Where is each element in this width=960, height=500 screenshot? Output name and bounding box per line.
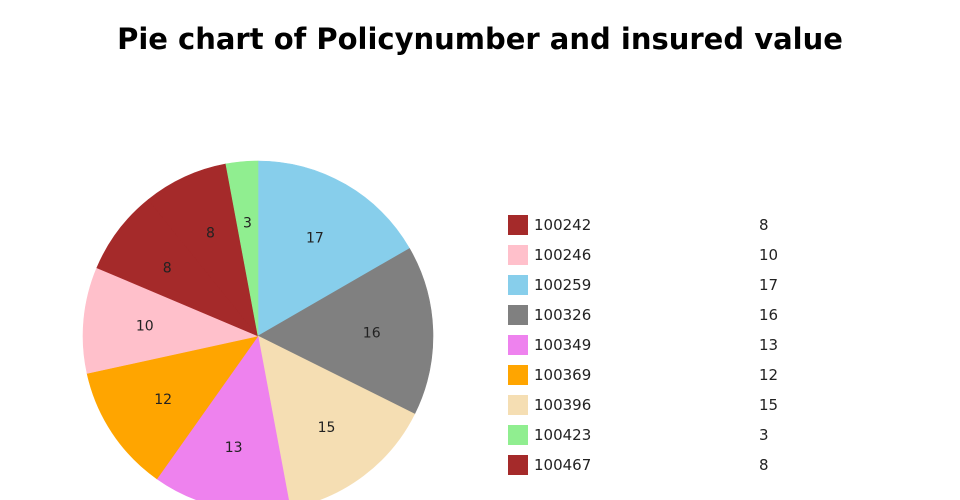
legend-value: 8 [759,456,769,474]
legend-item-100396: 100396 15 [508,395,808,425]
slice-label-100467: 8 [163,260,172,276]
legend-item-100369: 100369 12 [508,365,808,395]
legend-item-100423: 100423 3 [508,425,808,455]
pie-slice-100423 [225,160,259,337]
chart-title: Pie chart of Policynumber and insured va… [117,22,843,56]
legend-item-100246: 100246 10 [508,245,808,275]
legend-label: 100349 [534,336,592,354]
legend-label: 100396 [534,396,592,414]
legend-swatch [508,455,528,475]
legend-value: 10 [759,246,779,264]
legend-swatch [508,275,528,295]
legend-item-100259: 100259 17 [508,275,808,305]
pie-slice-100349 [156,335,289,500]
legend-swatch [508,245,528,265]
slice-label-100246: 10 [136,319,154,335]
legend-label: 100259 [534,276,592,294]
legend-value: 3 [759,426,769,444]
legend-swatch [508,395,528,415]
legend-label: 100326 [534,306,592,324]
legend-label: 100423 [534,426,592,444]
legend-item-100349: 100349 13 [508,335,808,365]
slice-label-100242: 8 [206,226,215,242]
slice-label-100369: 12 [154,392,172,408]
legend-swatch [508,425,528,445]
slice-label-100396: 15 [318,420,336,436]
pie-slice-100326 [257,248,434,415]
pie-slice-100259 [257,160,410,337]
slice-label-100259: 17 [306,230,324,246]
legend-value: 12 [759,366,779,384]
legend-label: 100467 [534,456,592,474]
legend-label: 100246 [534,246,592,264]
legend-value: 13 [759,336,779,354]
legend-item-100242: 100242 8 [508,215,808,245]
legend-value: 8 [759,216,769,234]
legend: 100242 8 100246 10 100259 17 100326 16 100349 13 1… [508,215,808,485]
pie-slice-100396 [257,335,416,500]
legend-swatch [508,335,528,355]
legend-value: 17 [759,276,779,294]
slice-label-100423: 3 [243,216,252,232]
legend-swatch [508,215,528,235]
legend-item-100467: 100467 8 [508,455,808,485]
pie-slice-100246 [82,267,259,374]
legend-value: 15 [759,396,779,414]
legend-label: 100242 [534,216,592,234]
slice-label-100349: 13 [225,440,243,456]
slice-label-100326: 16 [363,326,381,342]
legend-item-100326: 100326 16 [508,305,808,335]
legend-swatch [508,305,528,325]
legend-label: 100369 [534,366,592,384]
legend-value: 16 [759,306,779,324]
legend-swatch [508,365,528,385]
pie-slice-100369 [86,335,259,480]
